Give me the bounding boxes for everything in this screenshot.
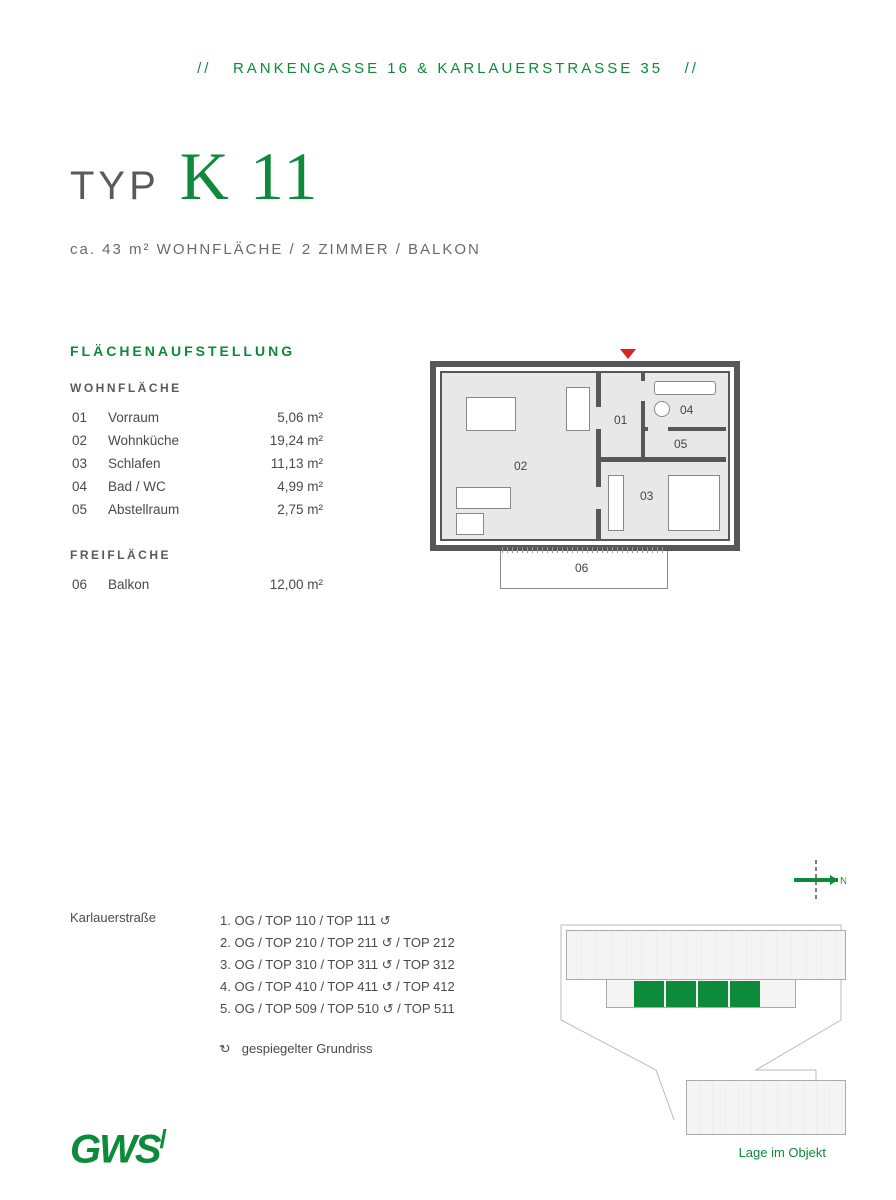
mirror-legend: ↺ gespiegelter Grundriss [220,1038,455,1060]
header-address: // RANKENGASSE 16 & KARLAUERSTRASSE 35 /… [70,60,826,77]
mirror-icon: ↺ [217,1037,235,1061]
wall-horizontal-right [596,457,726,462]
logo-mark: / [160,1124,167,1154]
floor-list: 1. OG / TOP 110 / TOP 111 ↺ 2. OG / TOP … [220,910,455,1061]
room-label-06: 06 [575,561,588,575]
wardrobe-icon [608,475,624,531]
table-row: 03Schlafen11,13 m² [72,453,323,474]
room-label-03: 03 [640,489,653,503]
typ-label: TYP [70,164,160,209]
site-highlight [666,981,696,1007]
table-icon [466,397,516,431]
table-row: 02Wohnküche19,24 m² [72,430,323,451]
site-building-north [566,930,846,980]
plan-outer-wall: 01 02 03 04 05 [430,361,740,551]
armchair-icon [456,513,484,535]
site-highlight [730,981,760,1007]
sofa-icon [456,487,511,509]
table-row: 06Balkon12,00 m² [72,574,323,595]
living-heading: WOHNFLÄCHE [70,381,370,395]
site-highlight [698,981,728,1007]
compass-icon: N [786,850,846,915]
open-heading: FREIFLÄCHE [70,548,370,562]
bed-icon [668,475,720,531]
open-table: 06Balkon12,00 m² [70,572,325,597]
floor-row: 5. OG / TOP 509 / TOP 510 ↺ / TOP 511 [220,998,455,1020]
address-text: RANKENGASSE 16 & KARLAUERSTRASSE 35 [233,60,663,77]
logo-text: GWS [70,1127,160,1171]
site-highlight [634,981,664,1007]
living-table: 01Vorraum5,06 m² 02Wohnküche19,24 m² 03S… [70,405,325,522]
title-row: TYP K 11 [70,137,826,216]
slash-right: // [685,60,699,77]
door-gap [596,487,601,509]
area-column: FLÄCHENAUFSTELLUNG WOHNFLÄCHE 01Vorraum5… [70,343,370,623]
room-label-05: 05 [674,437,687,451]
street-name: Karlauerstraße [70,910,190,1061]
site-plan-caption: Lage im Objekt [739,1145,826,1160]
mirror-legend-text: gespiegelter Grundriss [242,1041,373,1056]
door-gap [648,427,668,431]
table-row: 05Abstellraum2,75 m² [72,499,323,520]
floor-row: 1. OG / TOP 110 / TOP 111 ↺ [220,910,455,932]
content-row: FLÄCHENAUFSTELLUNG WOHNFLÄCHE 01Vorraum5… [70,343,826,623]
site-plan: N Lage im Objekt [556,870,856,1160]
floorplan: 01 02 03 04 05 06 [430,343,740,623]
table-row: 01Vorraum5,06 m² [72,407,323,428]
site-building-south [686,1080,846,1135]
bathtub-icon [654,381,716,395]
floor-row: 3. OG / TOP 310 / TOP 311 ↺ / TOP 312 [220,954,455,976]
room-label-01: 01 [614,413,627,427]
typ-code: K 11 [180,137,320,216]
slash-left: // [197,60,211,77]
room-label-02: 02 [514,459,527,473]
subtitle: ca. 43 m² WOHNFLÄCHE / 2 ZIMMER / BALKON [70,241,826,258]
door-gap [596,407,601,429]
door-gap [641,381,645,401]
kitchen-icon [566,387,590,431]
floor-row: 4. OG / TOP 410 / TOP 411 ↺ / TOP 412 [220,976,455,998]
entry-marker-icon [620,349,636,359]
floor-row: 2. OG / TOP 210 / TOP 211 ↺ / TOP 212 [220,932,455,954]
room-label-04: 04 [680,403,693,417]
toilet-icon [654,401,670,417]
balcony-rail [502,547,666,553]
compass-n-label: N [840,876,846,887]
gws-logo: GWS/ [70,1124,167,1172]
table-row: 04Bad / WC4,99 m² [72,476,323,497]
areas-heading: FLÄCHENAUFSTELLUNG [70,343,370,359]
